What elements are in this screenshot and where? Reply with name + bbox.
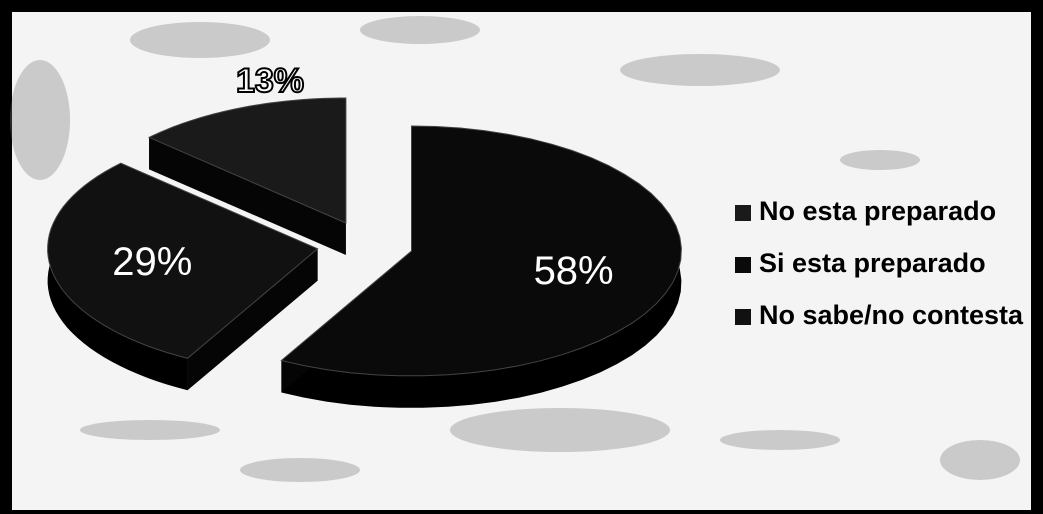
slice-top bbox=[147, 97, 347, 224]
texture-blob bbox=[10, 60, 70, 180]
legend-swatch bbox=[735, 309, 751, 325]
slice-value-label: 13% bbox=[236, 62, 304, 100]
legend-label: No esta preparado bbox=[759, 196, 996, 226]
legend-label: Si esta preparado bbox=[759, 248, 986, 278]
texture-blob bbox=[720, 430, 840, 450]
slice-labels: 58% 29% 13% bbox=[112, 61, 614, 293]
slice-wall bbox=[149, 137, 346, 255]
texture-blob bbox=[940, 440, 1020, 480]
slice-side bbox=[47, 163, 188, 391]
texture-blob bbox=[130, 22, 270, 58]
texture-blob bbox=[450, 408, 670, 452]
texture-blob bbox=[240, 458, 360, 482]
slice-value-label: 58% bbox=[534, 249, 614, 293]
slice-top bbox=[47, 162, 319, 359]
pie-slice bbox=[147, 97, 347, 255]
texture-blob bbox=[360, 16, 480, 44]
pie-slice bbox=[47, 162, 319, 391]
legend: No esta preparado Si esta preparado No sab… bbox=[735, 196, 1024, 330]
slice-wall bbox=[187, 248, 318, 391]
legend-label: No sabe/no contesta bbox=[759, 300, 1024, 330]
pie-slices bbox=[47, 97, 682, 408]
background-texture bbox=[10, 16, 1020, 482]
legend-swatch bbox=[735, 257, 751, 273]
slice-value-label: 29% bbox=[112, 240, 192, 284]
texture-blob bbox=[840, 150, 920, 170]
slice-top bbox=[280, 125, 682, 377]
texture-blob bbox=[80, 420, 220, 440]
legend-swatch bbox=[735, 205, 751, 221]
texture-blob bbox=[620, 54, 780, 86]
pie-slice bbox=[280, 125, 682, 408]
slice-side bbox=[281, 126, 682, 408]
